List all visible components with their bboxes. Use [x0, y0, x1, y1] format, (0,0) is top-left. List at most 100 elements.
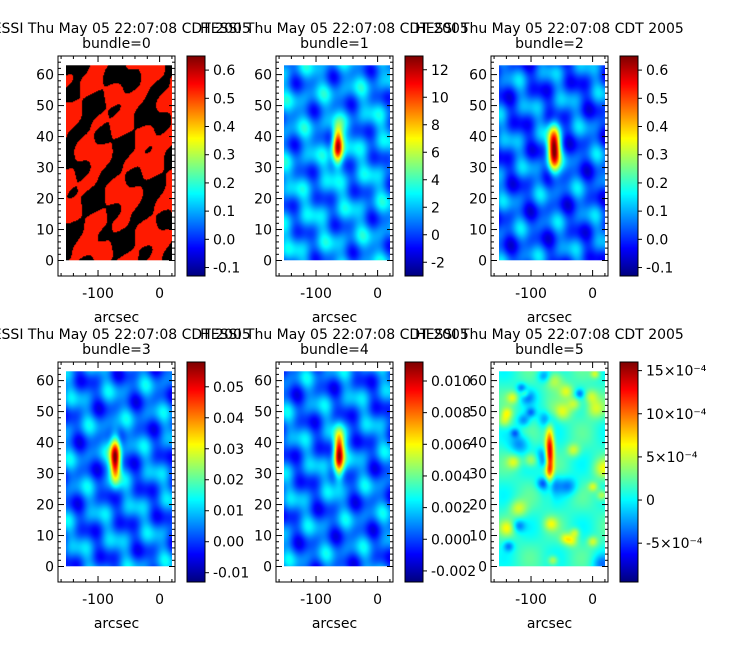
colorbar-gradient: [405, 362, 423, 582]
y-tick-label: 40: [254, 436, 272, 452]
chart-title: HESSI Thu May 05 22:07:08 CDT 2005: [415, 21, 684, 37]
y-tick-label: 60: [469, 374, 487, 390]
y-tick-label: 50: [469, 405, 487, 421]
x-tick-label: 0: [155, 592, 164, 608]
y-tick-label: 30: [254, 161, 272, 177]
y-tick-label: 50: [36, 99, 54, 115]
y-tick-label: 30: [36, 161, 54, 177]
y-tick-label: 10: [36, 223, 54, 239]
colorbar-frame: [404, 55, 424, 277]
colorbar-gradient: [405, 56, 423, 276]
colorbar-tick-label: 0.02: [213, 473, 244, 489]
colorbar-tick-label: 0.6: [213, 63, 235, 79]
y-tick-label: 0: [478, 560, 487, 576]
y-tick-label: 0: [478, 254, 487, 270]
colorbar-tick-label: -0.01: [213, 566, 249, 582]
colorbar-tick-label: 0: [431, 228, 440, 244]
chart-title: HESSI Thu May 05 22:07:08 CDT 2005: [0, 21, 251, 37]
y-tick-label: 30: [254, 467, 272, 483]
colorbar-frame: [186, 361, 206, 583]
colorbar-gradient: [187, 362, 205, 582]
plot-frame: [275, 55, 394, 277]
colorbar-tick-label: 12: [431, 63, 449, 79]
colorbar-tick-label: 0.0: [646, 232, 668, 248]
y-tick-label: 60: [36, 374, 54, 390]
colorbar-tick-label: 6: [431, 145, 440, 161]
y-tick-label: 40: [469, 436, 487, 452]
colorbar-tick-label: 0.1: [213, 204, 235, 220]
colorbar-tick-label: 0.006: [431, 437, 471, 453]
chart-title: HESSI Thu May 05 22:07:08 CDT 2005: [200, 21, 469, 37]
y-tick-label: 50: [254, 405, 272, 421]
colorbar-tick-label: 0.010: [431, 374, 471, 390]
y-tick-label: 60: [254, 68, 272, 84]
plot-frame: [490, 55, 609, 277]
y-tick-label: 60: [254, 374, 272, 390]
colorbar-tick-label: 5×10⁻⁴: [646, 450, 698, 466]
colorbar-tick-label: 0.3: [213, 148, 235, 164]
y-tick-label: 20: [254, 192, 272, 208]
plot-frame: [57, 361, 176, 583]
y-tick-label: 20: [469, 192, 487, 208]
x-axis-label: arcsec: [527, 616, 572, 632]
colorbar-tick-label: 0.002: [431, 501, 471, 517]
colorbar-frame: [404, 361, 424, 583]
colorbar-tick-label: 0.2: [646, 176, 668, 192]
chart-subtitle: bundle=4: [300, 342, 369, 358]
x-tick-label: -100: [300, 286, 332, 302]
colorbar-tick-label: -0.1: [213, 261, 240, 277]
colorbar-tick-label: 0.6: [646, 63, 668, 79]
colorbar-tick-label: 2: [431, 200, 440, 216]
plot-frame: [490, 361, 609, 583]
chart-panel: HESSI Thu May 05 22:07:08 CDT 2005bundle…: [200, 327, 476, 632]
colorbar-tick-label: 0.1: [646, 204, 668, 220]
heatmap-image: [284, 371, 391, 567]
y-tick-label: 0: [45, 254, 54, 270]
chart-title: HESSI Thu May 05 22:07:08 CDT 2005: [415, 327, 684, 343]
colorbar-tick-label: 0.4: [646, 120, 668, 136]
chart-subtitle: bundle=5: [515, 342, 584, 358]
colorbar-tick-label: 0: [646, 493, 655, 509]
colorbar-tick-label: 10: [431, 90, 449, 106]
colorbar-tick-label: 0.004: [431, 469, 471, 485]
x-tick-label: -100: [82, 592, 114, 608]
x-tick-label: -100: [82, 286, 114, 302]
chart-panel: HESSI Thu May 05 22:07:08 CDT 2005bundle…: [415, 21, 684, 326]
y-tick-label: 20: [36, 498, 54, 514]
colorbar-tick-label: -5×10⁻⁴: [646, 536, 703, 552]
y-tick-label: 60: [469, 68, 487, 84]
chart-panel: HESSI Thu May 05 22:07:08 CDT 2005bundle…: [0, 21, 251, 326]
chart-subtitle: bundle=0: [82, 36, 151, 52]
y-tick-label: 0: [45, 560, 54, 576]
x-tick-label: 0: [155, 286, 164, 302]
chart-title: HESSI Thu May 05 22:07:08 CDT 2005: [200, 327, 469, 343]
heatmap-image: [499, 371, 606, 567]
x-tick-label: -100: [515, 592, 547, 608]
x-axis-label: arcsec: [312, 616, 357, 632]
colorbar-tick-label: -0.1: [646, 261, 673, 277]
colorbar-tick-label: 0.5: [646, 91, 668, 107]
colorbar-tick-label: 10×10⁻⁴: [646, 407, 707, 423]
colorbar-frame: [186, 55, 206, 277]
x-tick-label: 0: [373, 592, 382, 608]
y-tick-label: 40: [36, 436, 54, 452]
colorbar-tick-label: 0.4: [213, 120, 235, 136]
colorbar-frame: [619, 361, 639, 583]
y-tick-label: 40: [254, 130, 272, 146]
chart-subtitle: bundle=2: [515, 36, 584, 52]
y-tick-label: 0: [263, 560, 272, 576]
x-tick-label: -100: [515, 286, 547, 302]
y-tick-label: 50: [36, 405, 54, 421]
colorbar-tick-label: -2: [431, 255, 445, 271]
chart-subtitle: bundle=3: [82, 342, 151, 358]
colorbar-gradient: [620, 56, 638, 276]
plot-frame: [57, 55, 176, 277]
y-tick-label: 30: [469, 467, 487, 483]
y-tick-label: 10: [469, 529, 487, 545]
y-tick-label: 10: [36, 529, 54, 545]
y-tick-label: 10: [254, 223, 272, 239]
y-tick-label: 20: [469, 498, 487, 514]
heatmap-image: [284, 65, 391, 261]
